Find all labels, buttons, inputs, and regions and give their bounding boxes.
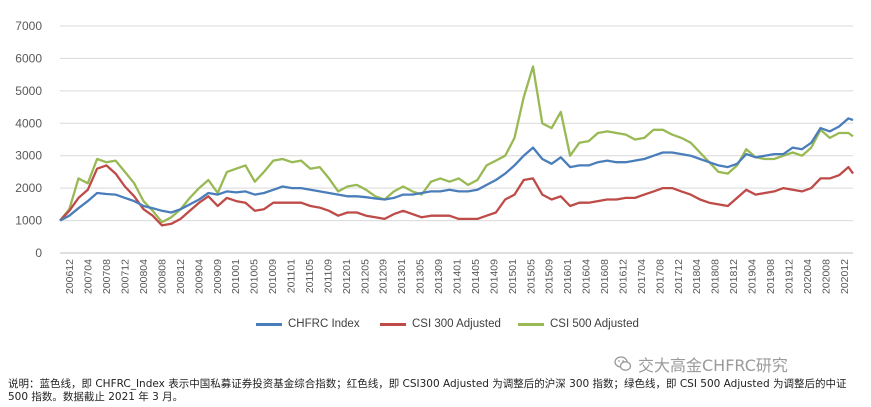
x-tick-label: 200804	[138, 259, 150, 294]
line-chart: 0 1000 2000 3000 4000 5000 6000 7000 200612 2007…	[15, 19, 854, 294]
y-tick-label: 7000	[15, 19, 42, 33]
x-tick-label: 201608	[599, 259, 611, 294]
x-tick-label: 202012	[839, 259, 851, 294]
x-tick-label: 201612	[617, 259, 629, 294]
x-tick-label: 200812	[175, 259, 187, 294]
legend-item-csi300: CSI 300 Adjusted	[380, 316, 501, 332]
x-tick-label: 201904	[747, 259, 759, 294]
gridlines	[60, 25, 853, 222]
x-tick-label: 201401	[452, 259, 464, 294]
watermark-text: 交大高金CHFRC研究	[638, 356, 788, 375]
y-tick-label: 6000	[15, 51, 42, 65]
series-line-chfrc	[59, 117, 854, 222]
series-line-csi300	[59, 164, 854, 227]
x-tick-label: 201509	[544, 259, 556, 294]
legend-item-chfrc: CHFRC Index	[256, 316, 360, 332]
x-tick-label: 202008	[820, 259, 832, 294]
x-tick-label: 201201	[341, 259, 353, 294]
x-tick-label: 201708	[654, 259, 666, 294]
x-tick-label: 201205	[359, 259, 371, 294]
legend-label-csi300: CSI 300 Adjusted	[412, 318, 501, 330]
y-tick-label: 3000	[15, 149, 42, 163]
x-tick-label: 201908	[765, 259, 777, 294]
series-line-csi500	[59, 65, 854, 224]
x-tick-label: 201604	[581, 259, 593, 294]
x-tick-label: 200708	[101, 259, 113, 294]
y-axis-ticks: 0 1000 2000 3000 4000 5000 6000 7000	[15, 19, 42, 260]
legend-item-csi500: CSI 500 Adjusted	[518, 316, 639, 332]
y-tick-label: 0	[35, 246, 42, 260]
watermark: 交大高金CHFRC研究	[614, 353, 788, 375]
x-axis-ticks: 200612 200704 200708 200712 200804 200808 2008…	[64, 259, 851, 294]
x-tick-label: 201301	[396, 259, 408, 294]
legend-swatch-chfrc	[256, 322, 282, 326]
x-tick-label: 201309	[433, 259, 445, 294]
series-lines	[59, 65, 854, 227]
x-tick-label: 201101	[286, 259, 298, 293]
x-tick-label: 202004	[802, 259, 814, 294]
y-tick-label: 2000	[15, 181, 42, 195]
y-tick-label: 4000	[15, 116, 42, 130]
x-tick-label: 200904	[193, 259, 205, 294]
x-tick-label: 201409	[488, 259, 500, 294]
x-tick-label: 201912	[783, 259, 795, 294]
x-tick-label: 201501	[507, 259, 519, 294]
x-tick-label: 201601	[562, 259, 574, 294]
x-tick-label: 201812	[728, 259, 740, 294]
x-tick-label: 201712	[673, 259, 685, 294]
chart-caption: 说明：蓝色线，即 CHFRC_Index 表示中国私募证券投资基金综合指数；红色…	[8, 378, 847, 403]
legend-label-csi500: CSI 500 Adjusted	[550, 318, 639, 330]
x-tick-label: 201405	[470, 259, 482, 294]
x-tick-label: 201009	[267, 259, 279, 294]
x-tick-label: 201109	[322, 259, 334, 293]
x-tick-label: 200808	[156, 259, 168, 294]
x-tick-label: 201804	[691, 259, 703, 294]
x-tick-label: 201005	[249, 259, 261, 294]
x-tick-label: 201808	[710, 259, 722, 294]
x-tick-label: 201209	[378, 259, 390, 294]
x-tick-label: 200704	[83, 259, 95, 294]
wechat-icon	[614, 356, 632, 371]
x-tick-label: 201505	[525, 259, 537, 294]
legend-swatch-csi500	[518, 322, 544, 326]
x-tick-label: 200612	[64, 259, 76, 294]
legend-label-chfrc: CHFRC Index	[288, 318, 360, 330]
x-tick-label: 200712	[120, 259, 132, 294]
x-tick-label: 201704	[636, 259, 648, 294]
y-tick-label: 1000	[15, 214, 42, 228]
legend-swatch-csi300	[380, 322, 406, 326]
y-tick-label: 5000	[15, 84, 42, 98]
x-tick-label: 201105	[304, 259, 316, 293]
x-tick-label: 201001	[230, 259, 242, 294]
legend: CHFRC Index CSI 300 Adjusted CSI 500 Adj…	[0, 316, 871, 332]
x-tick-label: 201305	[415, 259, 427, 294]
x-tick-label: 200909	[212, 259, 224, 294]
